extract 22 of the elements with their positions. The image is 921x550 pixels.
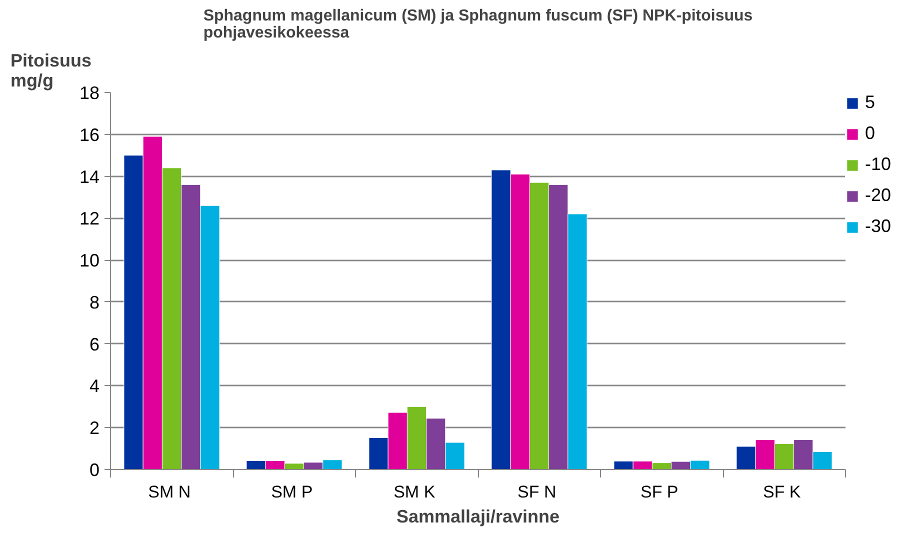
x-tick-label: SM K — [394, 482, 436, 502]
x-tick-label: SF N — [518, 482, 556, 502]
y-tick-label: 16 — [79, 124, 100, 145]
y-tick-label: 10 — [79, 250, 100, 271]
y-tick-label: 0 — [89, 460, 100, 480]
x-tick-label: SF P — [640, 482, 678, 502]
chart-title: Sphagnum magellanicum (SM) ja Sphagnum fuscum (SF) NPK-pitoisuus pohjavesikokeessa — [203, 8, 753, 42]
legend-label: -10 — [865, 154, 892, 175]
legend-label: -30 — [865, 216, 892, 237]
legend-label: 0 — [865, 123, 876, 144]
y-tick-label: 2 — [89, 418, 100, 438]
y-tick-label: 6 — [89, 334, 100, 354]
legend-label: 5 — [865, 92, 876, 113]
legend-label: -20 — [865, 185, 892, 206]
y-tick-label: 4 — [89, 376, 100, 396]
y-tick-label: 12 — [79, 208, 100, 229]
x-axis-title: Sammallaji/ravinne — [396, 506, 560, 526]
y-tick-label: 14 — [79, 166, 100, 187]
x-tick-label: SF K — [762, 482, 802, 502]
x-tick-label: SM N — [148, 482, 191, 502]
y-tick-label: 8 — [89, 292, 100, 312]
x-tick-label: SM P — [271, 482, 313, 502]
